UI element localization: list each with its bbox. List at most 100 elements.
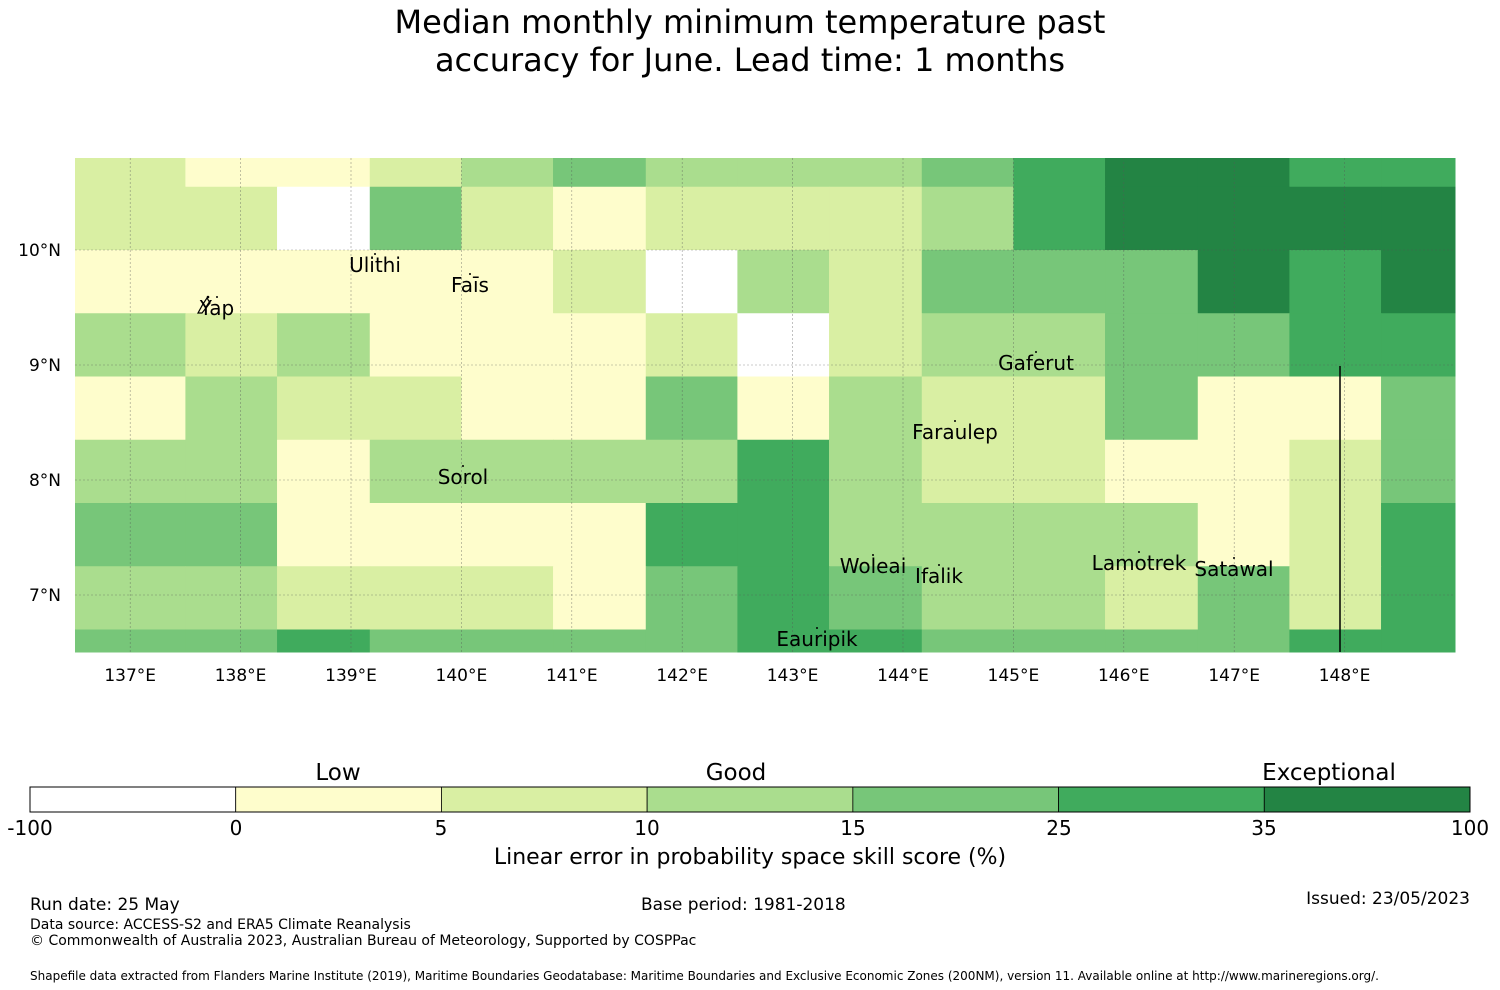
colorbar [29, 786, 1471, 813]
grid-cell [461, 376, 554, 441]
grid-cell [1013, 376, 1106, 441]
grid-cell [553, 313, 647, 377]
grid-cell [1289, 439, 1382, 504]
island-dot-icon [1035, 351, 1037, 353]
grid-cell [737, 629, 830, 653]
grid-cell [1289, 566, 1382, 630]
grid-cell [185, 439, 278, 504]
run-date: Run date: 25 May [30, 895, 180, 915]
graticule [75, 158, 1455, 652]
island-dot-icon [462, 465, 464, 467]
colorbar-tick: 25 [1046, 816, 1072, 840]
grid-cell [75, 629, 186, 653]
grid-cell [645, 376, 738, 441]
grid-cell [1105, 503, 1199, 567]
colorbar-category-low: Low [315, 760, 361, 786]
grid-cell [1013, 250, 1106, 314]
grid-cell [645, 629, 738, 653]
grid-cell [277, 158, 371, 188]
colorbar-tick: 100 [1450, 816, 1490, 840]
place-label: Ulithi [349, 253, 401, 277]
grid-cell [921, 629, 1014, 653]
grid-cell [1105, 566, 1199, 630]
grid-cell [1105, 439, 1199, 504]
grid-cell [369, 566, 462, 630]
grid-cell [645, 250, 738, 314]
colorbar-tick: 15 [840, 816, 866, 840]
grid-cell [185, 250, 278, 314]
grid-cell [829, 313, 923, 377]
island-dot-icon [872, 554, 874, 556]
grid-cell [185, 629, 278, 653]
grid-cell [737, 503, 830, 567]
grid-cell [1381, 313, 1456, 377]
longitude-tick-label: 148°E [1319, 666, 1371, 686]
grid-cell [737, 250, 830, 314]
grid-cell [737, 376, 830, 441]
grid-cell [369, 250, 462, 314]
place-label: Sorol [438, 465, 489, 489]
copyright: © Commonwealth of Australia 2023, Austra… [30, 933, 697, 949]
grid-cell [1289, 629, 1382, 653]
grid-cell [1381, 503, 1456, 567]
grid-cell [645, 158, 738, 188]
colorbar-segment [441, 786, 648, 813]
island-dot-icon [954, 420, 956, 422]
grid-cell [185, 503, 278, 567]
longitude-tick-label: 138°E [215, 666, 267, 686]
colorbar-tick: -100 [7, 816, 53, 840]
grid-cell [1197, 158, 1290, 188]
grid-cell [369, 313, 462, 377]
grid-cell [277, 629, 371, 653]
colorbar-tick: 10 [634, 816, 660, 840]
grid-cell [553, 186, 647, 251]
colorbar-label: Linear error in probability space skill … [493, 845, 1007, 870]
colorbar-segment [852, 786, 1059, 813]
grid-cell [1105, 186, 1199, 251]
grid-cell [645, 439, 738, 504]
base-period: Base period: 1981-2018 [641, 895, 846, 915]
grid-cell [1289, 313, 1382, 377]
latitude-tick-label: 7°N [29, 586, 61, 606]
grid-cell [1197, 186, 1290, 251]
grid-cell [829, 566, 923, 630]
issued-date: Issued: 23/05/2023 [1306, 889, 1470, 909]
grid-cell [369, 439, 462, 504]
grid-cell [1381, 376, 1456, 441]
grid-cell [921, 313, 1014, 377]
grid-cell [277, 376, 371, 441]
colorbar-frame [29, 786, 1471, 813]
grid-cell [185, 186, 278, 251]
latitude-tick-label: 10°N [18, 241, 61, 261]
colorbar-category-good: Good [705, 760, 767, 786]
grid-cell [461, 629, 554, 653]
grid-cell [1381, 629, 1456, 653]
longitude-tick-label: 142°E [656, 666, 708, 686]
grid-cell [921, 250, 1014, 314]
place-labels: Ulithi Yap Faīs Gaferut Faraulep Sorol Woleai I… [199, 253, 1274, 651]
grid-cell [645, 503, 738, 567]
grid-cell [921, 503, 1014, 567]
colorbar-category-exceptional: Exceptional [1262, 760, 1396, 786]
grid-cell [185, 158, 278, 188]
grid-cell [921, 376, 1014, 441]
shapefile-credit: Shapefile data extracted from Flanders M… [30, 969, 1379, 983]
colorbar-tick: 0 [229, 816, 243, 840]
grid-cell [645, 566, 738, 630]
grid-cell [829, 629, 923, 653]
longitude-tick-label: 140°E [436, 666, 488, 686]
grid-cell [921, 186, 1014, 251]
latitude-labels: 10°N 9°N 8°N 7°N [18, 241, 61, 606]
grid-cell [1289, 158, 1382, 188]
data-source: Data source: ACCESS-S2 and ERA5 Climate … [30, 917, 411, 933]
grid-cell [1105, 250, 1199, 314]
colorbar-segment [646, 786, 854, 813]
grid-cell [1013, 313, 1106, 377]
grid-cell [277, 186, 371, 251]
island-dot-icon [1138, 551, 1140, 553]
grid-cell [185, 566, 278, 630]
grid-cell [1289, 503, 1382, 567]
place-label: Faraulep [912, 420, 998, 444]
grid-cell [1197, 313, 1290, 377]
place-label: Gaferut [998, 351, 1074, 375]
